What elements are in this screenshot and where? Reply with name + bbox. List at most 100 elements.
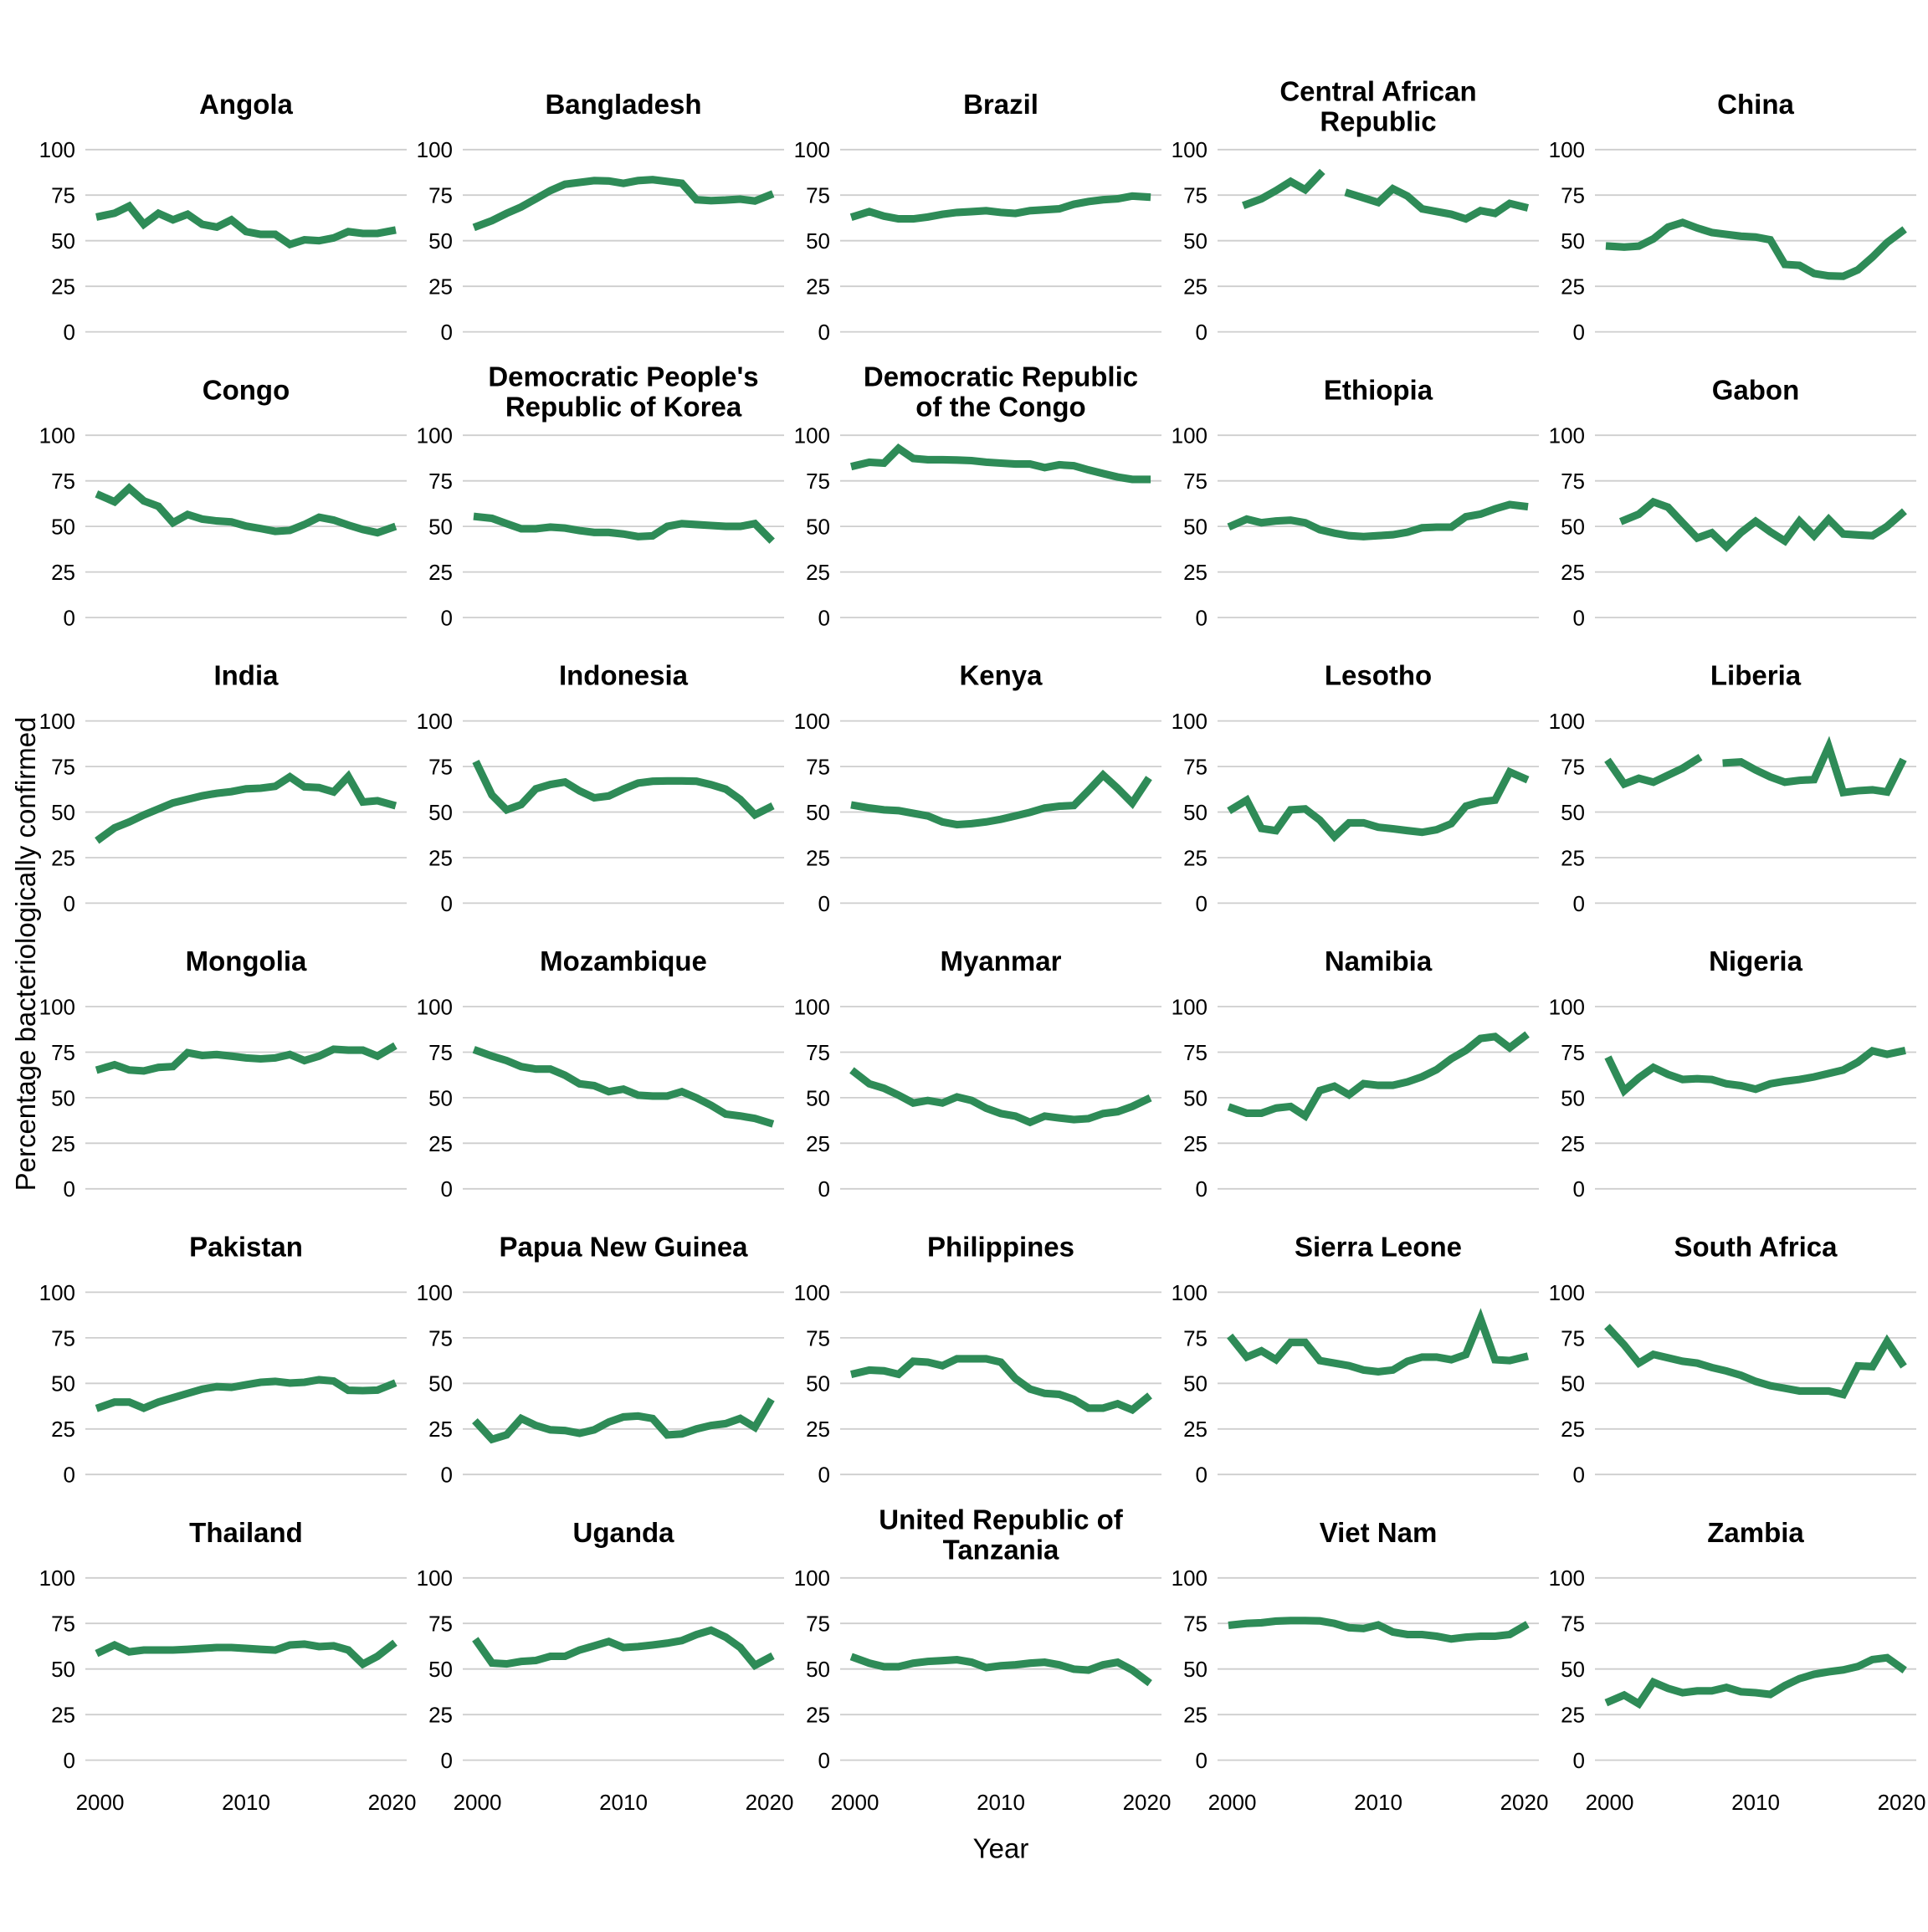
svg-text:100: 100 xyxy=(1549,1280,1585,1305)
svg-text:25: 25 xyxy=(806,845,830,870)
svg-text:75: 75 xyxy=(1183,1040,1208,1065)
svg-text:0: 0 xyxy=(1196,605,1208,630)
svg-text:75: 75 xyxy=(1183,1325,1208,1350)
svg-text:0: 0 xyxy=(1573,1463,1585,1488)
svg-text:75: 75 xyxy=(428,1040,453,1065)
svg-text:25: 25 xyxy=(1183,560,1208,585)
svg-text:25: 25 xyxy=(428,274,453,300)
svg-text:75: 75 xyxy=(51,1325,75,1350)
svg-text:75: 75 xyxy=(806,183,830,208)
svg-text:0: 0 xyxy=(1196,1463,1208,1488)
svg-text:2010: 2010 xyxy=(1354,1790,1402,1815)
svg-text:50: 50 xyxy=(1561,800,1585,825)
svg-text:75: 75 xyxy=(51,469,75,494)
svg-text:2000: 2000 xyxy=(1586,1790,1634,1815)
svg-text:0: 0 xyxy=(1573,605,1585,630)
svg-text:Viet Nam: Viet Nam xyxy=(1320,1517,1438,1548)
svg-text:0: 0 xyxy=(441,891,453,916)
svg-text:50: 50 xyxy=(428,515,453,540)
svg-text:75: 75 xyxy=(51,1612,75,1637)
svg-text:25: 25 xyxy=(428,1703,453,1728)
svg-text:0: 0 xyxy=(1573,1748,1585,1773)
svg-text:50: 50 xyxy=(1561,228,1585,254)
svg-text:25: 25 xyxy=(1183,1417,1208,1442)
svg-text:0: 0 xyxy=(818,1748,830,1773)
svg-text:75: 75 xyxy=(428,755,453,780)
svg-text:75: 75 xyxy=(1183,755,1208,780)
svg-text:25: 25 xyxy=(1561,560,1585,585)
svg-text:50: 50 xyxy=(1561,1657,1585,1682)
svg-text:50: 50 xyxy=(51,1371,75,1396)
svg-text:United Republic of: United Republic of xyxy=(879,1504,1124,1535)
svg-text:Zambia: Zambia xyxy=(1707,1517,1804,1548)
svg-text:Republic of Korea: Republic of Korea xyxy=(505,392,742,423)
svg-text:100: 100 xyxy=(417,1280,453,1305)
svg-text:Central African: Central African xyxy=(1279,75,1476,106)
svg-text:25: 25 xyxy=(1183,1703,1208,1728)
svg-text:25: 25 xyxy=(1183,1131,1208,1156)
svg-text:100: 100 xyxy=(1172,1280,1208,1305)
svg-text:2020: 2020 xyxy=(1500,1790,1549,1815)
svg-text:Pakistan: Pakistan xyxy=(189,1232,303,1263)
svg-text:100: 100 xyxy=(1549,423,1585,448)
svg-text:100: 100 xyxy=(1549,1566,1585,1591)
svg-text:0: 0 xyxy=(64,891,75,916)
svg-text:Lesotho: Lesotho xyxy=(1325,660,1432,691)
svg-text:100: 100 xyxy=(39,709,75,734)
svg-text:25: 25 xyxy=(806,560,830,585)
svg-text:0: 0 xyxy=(818,605,830,630)
svg-text:25: 25 xyxy=(806,274,830,300)
svg-text:Percentage bacteriologically c: Percentage bacteriologically confirmed xyxy=(10,717,41,1191)
svg-text:0: 0 xyxy=(441,1748,453,1773)
svg-text:2010: 2010 xyxy=(977,1790,1025,1815)
svg-text:China: China xyxy=(1717,89,1794,120)
svg-text:100: 100 xyxy=(1172,423,1208,448)
svg-text:2020: 2020 xyxy=(368,1790,417,1815)
svg-text:75: 75 xyxy=(51,1040,75,1065)
svg-text:50: 50 xyxy=(806,515,830,540)
svg-text:50: 50 xyxy=(428,228,453,254)
svg-text:100: 100 xyxy=(1172,137,1208,162)
svg-text:25: 25 xyxy=(806,1131,830,1156)
svg-text:50: 50 xyxy=(806,1371,830,1396)
svg-text:75: 75 xyxy=(1183,469,1208,494)
svg-text:75: 75 xyxy=(428,469,453,494)
svg-text:25: 25 xyxy=(428,1131,453,1156)
svg-text:25: 25 xyxy=(1561,1417,1585,1442)
svg-text:100: 100 xyxy=(794,423,830,448)
svg-text:Papua New Guinea: Papua New Guinea xyxy=(499,1232,748,1263)
svg-text:100: 100 xyxy=(1549,137,1585,162)
svg-text:2000: 2000 xyxy=(76,1790,125,1815)
svg-text:50: 50 xyxy=(51,1657,75,1682)
svg-text:Liberia: Liberia xyxy=(1710,660,1802,691)
svg-text:75: 75 xyxy=(1561,1612,1585,1637)
svg-text:25: 25 xyxy=(1561,1131,1585,1156)
svg-text:75: 75 xyxy=(428,1612,453,1637)
svg-text:0: 0 xyxy=(64,1748,75,1773)
svg-text:Republic: Republic xyxy=(1320,105,1436,136)
svg-text:50: 50 xyxy=(806,228,830,254)
svg-text:0: 0 xyxy=(818,891,830,916)
svg-text:Philippines: Philippines xyxy=(927,1232,1074,1263)
svg-text:50: 50 xyxy=(51,1085,75,1110)
svg-text:50: 50 xyxy=(1561,1085,1585,1110)
svg-text:50: 50 xyxy=(428,800,453,825)
svg-text:25: 25 xyxy=(428,845,453,870)
svg-text:25: 25 xyxy=(428,560,453,585)
svg-text:75: 75 xyxy=(1561,1040,1585,1065)
svg-text:100: 100 xyxy=(39,994,75,1019)
svg-text:Mongolia: Mongolia xyxy=(186,946,307,976)
svg-text:75: 75 xyxy=(1561,469,1585,494)
svg-text:75: 75 xyxy=(1561,183,1585,208)
svg-text:0: 0 xyxy=(441,1176,453,1202)
svg-text:Brazil: Brazil xyxy=(963,89,1038,120)
svg-text:0: 0 xyxy=(441,1463,453,1488)
svg-text:2000: 2000 xyxy=(454,1790,502,1815)
svg-text:Ethiopia: Ethiopia xyxy=(1324,374,1433,405)
svg-text:Bangladesh: Bangladesh xyxy=(545,89,701,120)
svg-text:0: 0 xyxy=(818,1176,830,1202)
svg-text:75: 75 xyxy=(428,183,453,208)
svg-text:50: 50 xyxy=(428,1085,453,1110)
svg-text:50: 50 xyxy=(1183,515,1208,540)
svg-text:50: 50 xyxy=(51,800,75,825)
